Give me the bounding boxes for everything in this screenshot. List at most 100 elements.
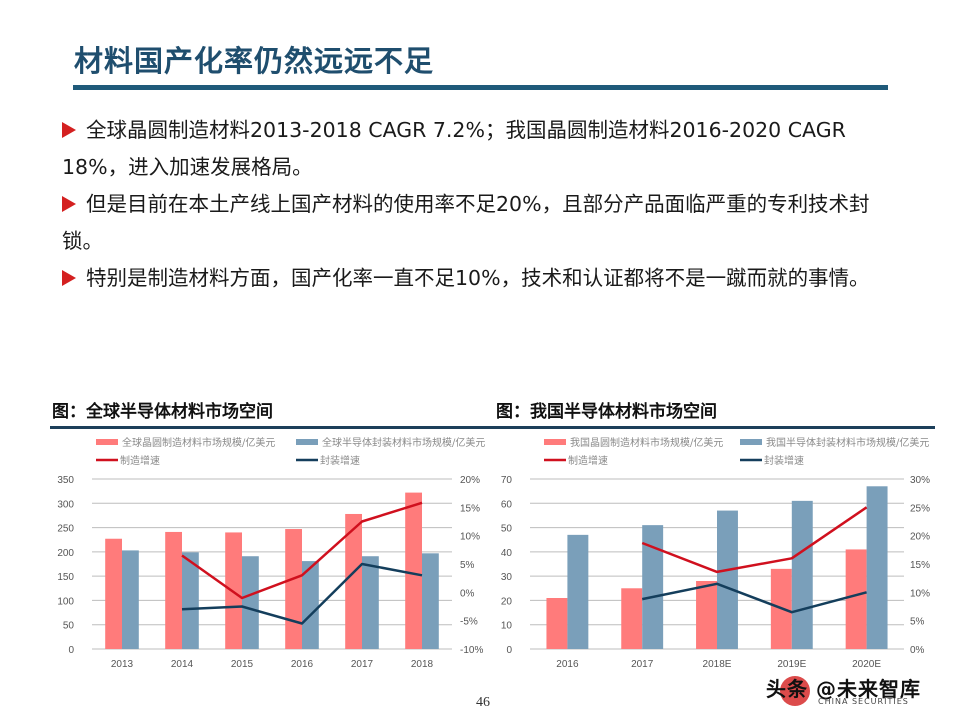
bullet-list: 全球晶圆制造材料2013-2018 CAGR 7.2%；我国晶圆制造材料2016…	[62, 112, 902, 297]
bullet-item: 特别是制造材料方面，国产化率一直不足10%，技术和认证都将不是一蹴而就的事情。	[62, 260, 902, 297]
watermark-seal-icon	[780, 676, 810, 706]
right-axis-tick: -10%	[460, 645, 483, 656]
right-axis-tick: 15%	[910, 560, 930, 571]
bar	[242, 556, 259, 649]
right-axis-tick: 5%	[910, 617, 925, 628]
left-axis-tick: 20	[501, 596, 513, 607]
x-axis-tick: 2016	[556, 659, 579, 670]
x-axis-tick: 2014	[171, 659, 194, 670]
bar	[845, 549, 867, 649]
bar	[285, 529, 302, 649]
bar	[122, 550, 139, 649]
x-axis-tick: 2018E	[703, 659, 732, 670]
bullet-text: 特别是制造材料方面，国产化率一直不足10%，技术和认证都将不是一蹴而就的事情。	[86, 266, 870, 290]
bullet-item: 但是目前在本土产线上国产材料的使用率不足20%，且部分产品面临严重的专利技术封锁…	[62, 186, 902, 260]
page-title: 材料国产化率仍然远远不足	[74, 44, 435, 78]
right-axis-tick: 10%	[910, 588, 930, 599]
svg-text:我国晶圆制造材料市场规模/亿美元: 我国晶圆制造材料市场规模/亿美元	[570, 436, 723, 449]
right-axis-tick: 5%	[460, 560, 475, 571]
bar	[567, 534, 589, 649]
title-underline	[73, 85, 888, 90]
left-axis-tick: 300	[57, 499, 74, 510]
bar	[362, 556, 379, 649]
svg-text:封装增速: 封装增速	[764, 454, 804, 467]
left-axis-tick: 0	[506, 645, 512, 656]
right-axis-tick: 20%	[910, 532, 930, 543]
bar	[546, 598, 568, 649]
legend-item: 全球晶圆制造材料市场规模/亿美元	[96, 436, 275, 449]
left-axis-tick: 350	[57, 475, 74, 486]
x-axis-tick: 2016	[291, 659, 314, 670]
figure-caption-china: 图：我国半导体材料市场空间	[496, 402, 717, 422]
svg-text:制造增速: 制造增速	[568, 454, 608, 467]
left-axis-tick: 40	[501, 548, 513, 559]
left-axis-tick: 200	[57, 548, 74, 559]
bar	[621, 588, 643, 649]
page-number: 46	[476, 695, 490, 710]
legend-item: 我国半导体封装材料市场规模/亿美元	[740, 436, 929, 449]
svg-text:封装增速: 封装增速	[320, 454, 360, 467]
x-axis-tick: 2015	[231, 659, 254, 670]
left-axis-tick: 30	[501, 572, 513, 583]
x-axis-tick: 2020E	[852, 659, 881, 670]
svg-text:我国半导体封装材料市场规模/亿美元: 我国半导体封装材料市场规模/亿美元	[766, 436, 929, 449]
right-axis-tick: 10%	[460, 532, 480, 543]
bar	[165, 531, 182, 649]
legend-item: 封装增速	[740, 454, 804, 467]
right-axis-tick: -5%	[460, 617, 478, 628]
left-axis-tick: 150	[57, 572, 74, 583]
line-series	[641, 506, 868, 574]
x-axis-tick: 2017	[351, 659, 374, 670]
watermark-text: 头条 @未来智库	[766, 677, 921, 701]
x-axis-tick: 2017	[631, 659, 654, 670]
right-axis-tick: 15%	[460, 503, 480, 514]
left-axis-tick: 10	[501, 621, 513, 632]
x-axis-tick: 2019E	[777, 659, 806, 670]
bar	[866, 486, 888, 649]
bar	[345, 513, 362, 649]
x-axis-tick: 2018	[411, 659, 434, 670]
line-series	[641, 582, 867, 614]
svg-text:制造增速: 制造增速	[120, 454, 160, 467]
left-axis-tick: 60	[501, 499, 513, 510]
bar	[696, 581, 717, 649]
right-axis-tick: 25%	[910, 503, 930, 514]
red-arrow-bullet-icon	[62, 122, 76, 138]
watermark: 头条 @未来智库 CHINA SECURITIES	[766, 673, 921, 706]
bar	[422, 553, 439, 649]
bar	[405, 492, 422, 649]
legend-item: 全球半导体封装材料市场规模/亿美元	[296, 436, 485, 449]
left-axis-tick: 250	[57, 524, 74, 535]
bullet-text: 全球晶圆制造材料2013-2018 CAGR 7.2%；我国晶圆制造材料2016…	[62, 118, 846, 179]
right-axis-tick: 0%	[460, 588, 475, 599]
left-axis-tick: 70	[501, 475, 513, 486]
chart-china-materials: 我国晶圆制造材料市场规模/亿美元 我国半导体封装材料市场规模/亿美元制造增速 封装增…	[492, 432, 937, 677]
left-axis-tick: 100	[57, 596, 74, 607]
bar	[717, 510, 738, 649]
bar	[642, 525, 664, 649]
figure-caption-global: 图：全球半导体材料市场空间	[52, 402, 273, 422]
right-axis-tick: 20%	[460, 475, 480, 486]
legend-item: 制造增速	[544, 454, 608, 467]
figure-divider	[50, 426, 935, 429]
bar	[302, 561, 319, 649]
left-axis-tick: 0	[68, 645, 74, 656]
right-axis-tick: 30%	[910, 475, 930, 486]
line-series	[181, 501, 423, 600]
chart-global-materials: 全球晶圆制造材料市场规模/亿美元 全球半导体封装材料市场规模/亿美元制造增速 封装增…	[40, 432, 490, 677]
bar	[791, 500, 813, 649]
bar	[105, 538, 122, 649]
red-arrow-bullet-icon	[62, 270, 76, 286]
legend-item: 制造增速	[96, 454, 160, 467]
bullet-text: 但是目前在本土产线上国产材料的使用率不足20%，且部分产品面临严重的专利技术封锁…	[62, 192, 870, 253]
red-arrow-bullet-icon	[62, 196, 76, 212]
svg-text:全球半导体封装材料市场规模/亿美元: 全球半导体封装材料市场规模/亿美元	[322, 436, 485, 449]
legend-item: 封装增速	[296, 454, 360, 467]
legend-item: 我国晶圆制造材料市场规模/亿美元	[544, 436, 723, 449]
right-axis-tick: 0%	[910, 645, 925, 656]
bar	[182, 552, 199, 649]
bullet-item: 全球晶圆制造材料2013-2018 CAGR 7.2%；我国晶圆制造材料2016…	[62, 112, 902, 186]
line-series	[181, 562, 423, 625]
